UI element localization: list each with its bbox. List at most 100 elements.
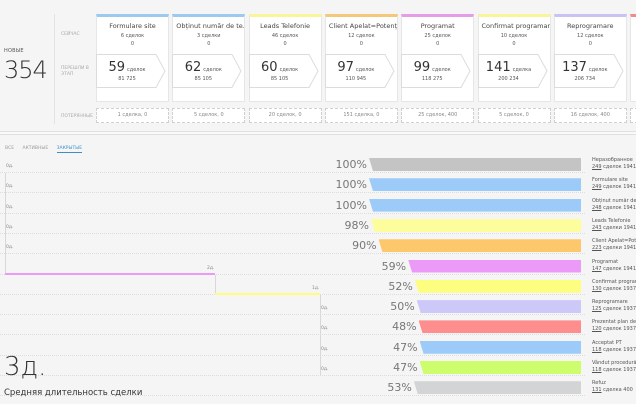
funnel-bar[interactable] [419,340,581,354]
funnel-bar[interactable] [369,178,581,192]
stage-deal-count-link[interactable]: 248 [592,204,602,211]
stage-title: Confirmat programare [481,22,550,30]
pipeline-summary: НОВЫЕ 354 СЕЙЧАС ПЕРЕШЛИ В ЭТАП ПОТЕРЯНН… [0,0,636,132]
timeline-connector [320,294,321,316]
stage-now-count: 6 сделок [120,33,145,39]
stage-lost[interactable]: 16 сделок, 400 [553,108,627,123]
tab-closed[interactable]: ЗАКРЫТЫЕ [56,146,83,153]
stage-deal-summary: сделок 19415 [603,204,636,211]
stage-deal-count-link[interactable]: 118 [592,367,602,373]
tab-all[interactable]: ВСЕ [5,146,15,151]
arrow-shape [324,54,395,88]
stage-title: Programat [420,22,455,30]
funnel-percent: 59% [381,259,407,273]
timeline-row-line [0,334,585,336]
timeline-row-line [0,212,585,214]
tab-active[interactable]: АКТИВНЫЕ [22,146,49,151]
timeline-row-line [0,232,585,234]
timeline-day-label: 0д. [6,224,14,230]
funnel-stage-legend: Formulare site 249 сделок 19415 [592,177,636,191]
timeline-row-line [0,354,585,356]
arrow-shape [553,54,624,88]
stage-deal-count-link[interactable]: 125 [592,306,602,313]
stage-card[interactable]: Reprogramare 12 сделок 0 137 сделок 206 734 [553,14,627,102]
stage-lost[interactable] [630,108,636,123]
arrow-shape [477,54,548,88]
timeline-connector [215,274,216,295]
stage-title: Formulare site [109,22,156,30]
funnel-bar[interactable] [413,381,581,395]
stage-card[interactable]: Confirmat programare 10 сделок 0 141 сделка 2… [477,14,551,102]
stage-deal-count-link[interactable]: 147 [592,265,602,272]
funnel-bar[interactable] [370,218,581,232]
stage-now-sum: 0 [436,41,440,47]
stage-deal-count-link[interactable]: 243 [592,224,602,231]
timeline-day-label: 0д. [321,306,329,312]
stage-deal-summary: сделок 19415 [603,265,636,272]
funnel-bar[interactable] [378,239,581,253]
stage-deal-count-link[interactable]: 118 [592,346,602,353]
stage-lost[interactable]: 25 сделок, 400 [401,108,475,123]
stage-now-sum: 0 [588,41,592,47]
funnel-bar[interactable] [408,259,581,273]
stage-passed-arrow: 97 сделок 110 945 [324,54,395,88]
stage-card[interactable]: Leads Telefonie 46 сделок 0 60 сделок 85 105 [248,14,322,102]
stage-card[interactable]: Programat 25 сделок 0 99 сделок 118 275 [401,14,475,102]
stage-card[interactable] [630,14,636,102]
arrow-shape [172,54,242,88]
funnel-bar[interactable] [414,279,581,293]
stage-passed-arrow: 137 сделок 206 734 [553,54,624,88]
stage-lost[interactable]: 20 сделок, 0 [248,108,322,123]
stage-deal-count-link[interactable]: 249 [592,184,602,191]
stage-passed-arrow: 60 сделок 85 105 [248,54,319,88]
timeline-day-label: 0д. [321,367,329,372]
stage-passed-count: 141 сделка [485,60,532,75]
funnel-bar[interactable] [416,300,581,314]
average-duration-label: Средняя длительность сделки [4,388,143,398]
stage-deal-count-link[interactable]: 120 [592,326,602,333]
funnel-percent: 53% [387,381,412,395]
stage-passed-arrow: 141 сделка 200 234 [477,54,548,88]
timeline-day-label: 0д. [321,326,329,332]
stage-card[interactable]: Client Apelat=Potenț... 12 сделок 0 97 сдело… [324,14,398,102]
stage-passed-sum: 81 725 [118,76,136,82]
timeline-day-label: 1д. [312,285,320,291]
stage-name: Acceptat PT [592,339,622,346]
stage-deal-summary: сделок 19415 [603,164,636,170]
funnel-bar[interactable] [369,198,581,212]
funnel-percent: 50% [390,300,415,314]
funnel-stage-legend: Acceptat PT 118 сделок 19375 [592,340,636,354]
stage-deal-count-link[interactable]: 130 [592,285,602,292]
stage-card[interactable]: Formulare site 6 сделок 0 59 сделок 81 725 [96,14,169,102]
stage-deal-count-link[interactable]: 131 [592,387,602,394]
stage-lost[interactable]: 151 сделка, 0 [324,108,398,123]
stage-passed-arrow: 62 сделок 85 105 [172,54,242,88]
section-divider [0,131,636,135]
timeline-row-line [0,172,585,173]
timeline-segment [5,272,215,275]
timeline-row-line [0,395,585,397]
stage-card[interactable]: Obținut număr de te... 3 сделки 0 62 сделок 8… [172,14,246,102]
stage-lost[interactable]: 1 сделка, 0 [96,108,169,123]
timeline-connector [5,213,6,234]
stage-deal-count-link[interactable]: 249 [592,164,602,170]
stage-title: Reprogramare [567,22,614,30]
stage-lost[interactable]: 5 сделок, 0 [477,108,551,123]
stage-passed-sum: 85 105 [194,76,213,82]
timeline-segment [215,292,320,295]
funnel-bar[interactable] [419,361,581,374]
funnel-stage-legend: Prezentat plan de 120 сделок 19375 [592,319,636,333]
funnel-percent: 90% [352,239,377,253]
stage-deal-summary: сделок 19375 [603,306,636,313]
stage-name: Obținut număr de [592,197,636,204]
row-label-now: СЕЙЧАС [61,32,80,37]
funnel-stage-legend: Reprogramare 125 сделок 19375 [592,299,636,313]
stage-lost[interactable]: 5 сделок, 0 [172,108,246,123]
funnel-bar[interactable] [418,320,581,334]
arrow-shape [248,54,319,88]
stage-name: Leads Telefonie [592,217,631,224]
stage-deal-count-link[interactable]: 223 [592,245,602,252]
funnel-bar[interactable] [369,158,581,171]
stage-deal-summary: сделок 19375 [603,367,636,373]
timeline-row-line [0,375,585,376]
